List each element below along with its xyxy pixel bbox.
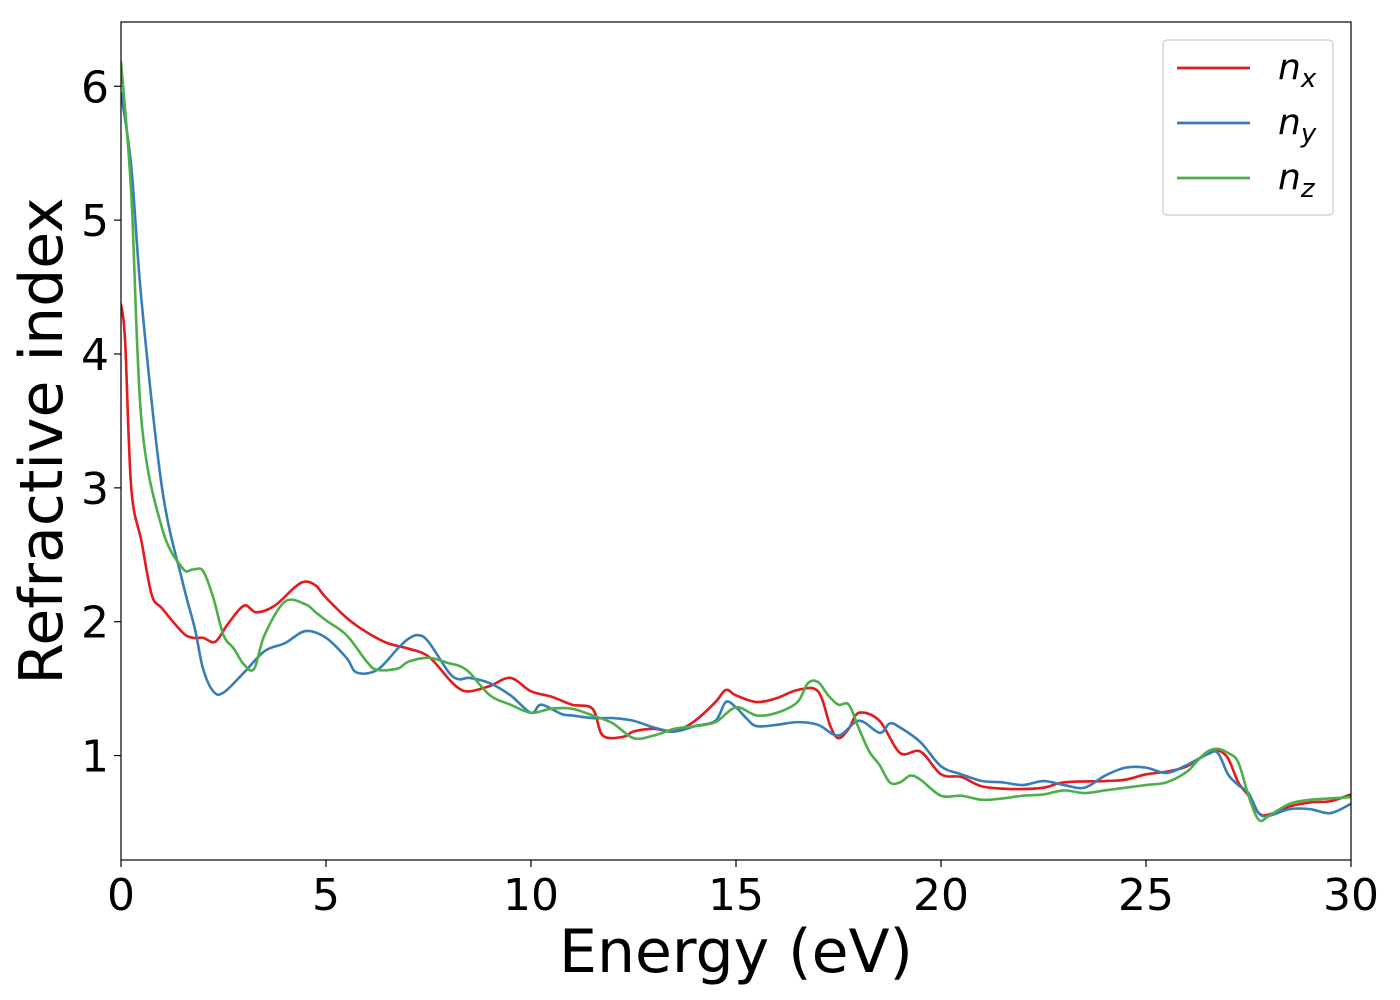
x-tick-label: 15	[708, 870, 764, 921]
series-line-n-z	[121, 60, 1351, 823]
x-axis-title: Energy (eV)	[559, 917, 913, 987]
x-tick-label: 0	[107, 870, 135, 921]
x-tick-label: 20	[913, 870, 969, 921]
y-tick-label: 4	[81, 330, 109, 381]
y-axis-title: Refractive index	[7, 197, 77, 684]
legend-label: ny	[1278, 102, 1317, 149]
series-line-n-x	[121, 303, 1351, 817]
x-tick-label: 25	[1118, 870, 1174, 921]
x-axis-ticks: 0 5 10 15 20 25 30	[107, 860, 1379, 921]
y-tick-label: 5	[81, 196, 109, 247]
x-tick-label: 5	[312, 870, 340, 921]
y-axis-ticks: 1 2 3 4 5 6	[81, 62, 121, 783]
x-tick-label: 30	[1323, 870, 1379, 921]
series-layer	[121, 60, 1351, 823]
y-tick-label: 6	[81, 62, 109, 113]
y-tick-label: 3	[81, 464, 109, 515]
legend: nx ny nz	[1162, 39, 1334, 216]
legend-label: nz	[1278, 157, 1316, 204]
legend-label: nx	[1278, 47, 1317, 94]
x-tick-label: 10	[503, 870, 559, 921]
y-tick-label: 2	[81, 598, 109, 649]
legend-box	[1162, 39, 1334, 216]
y-tick-label: 1	[81, 732, 109, 783]
